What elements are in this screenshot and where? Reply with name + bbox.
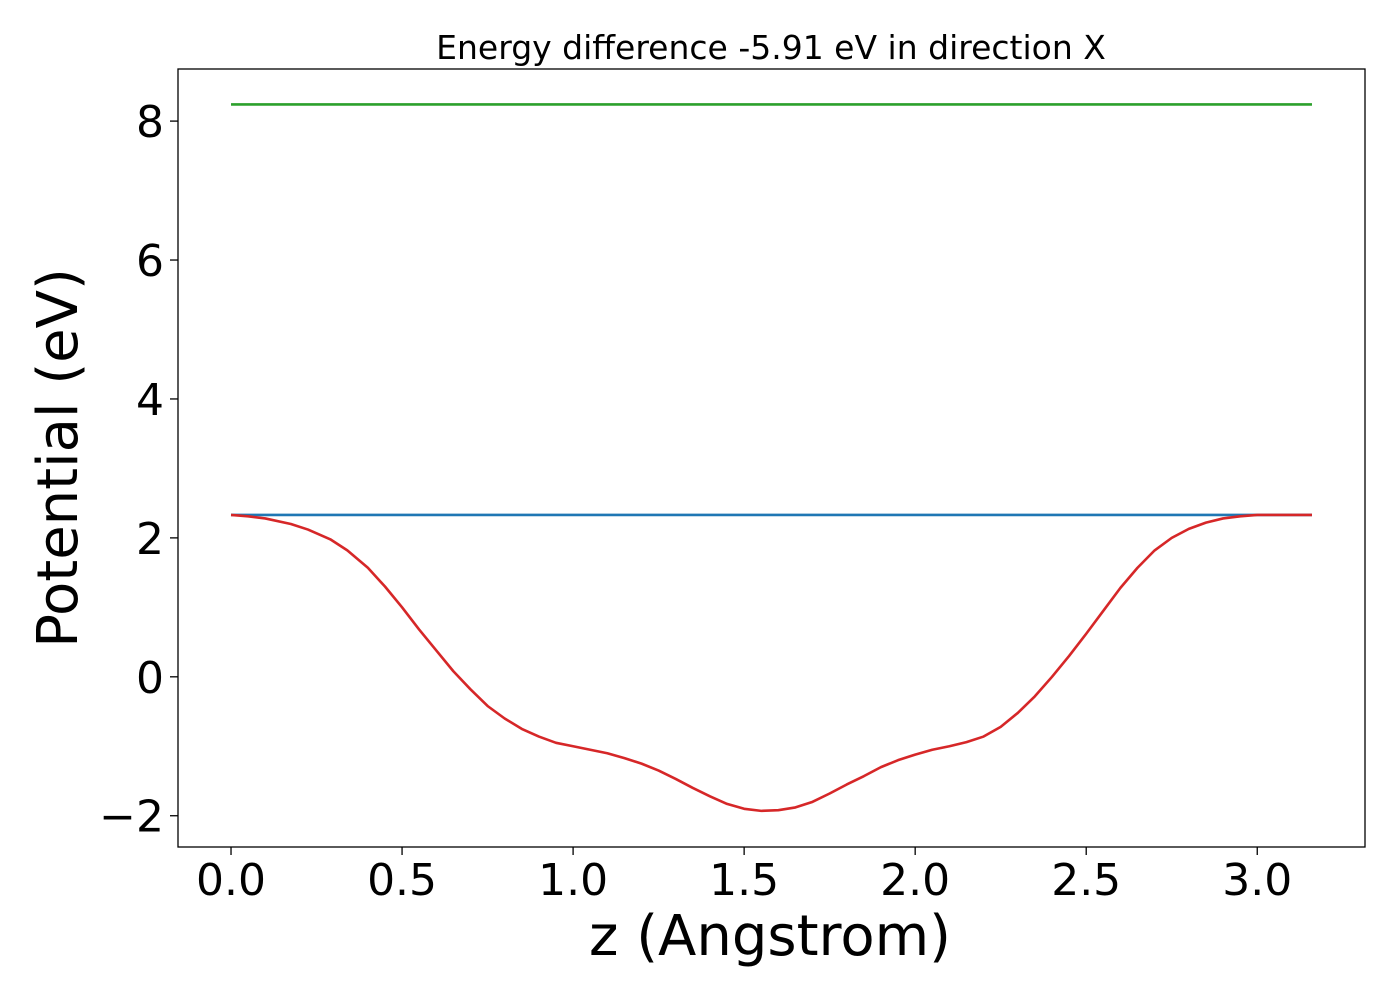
x-axis-label: z (Angstrom) bbox=[589, 904, 951, 969]
x-tick-label: 0.0 bbox=[196, 855, 266, 906]
x-tick-label: 0.5 bbox=[367, 855, 437, 906]
x-tick-label: 1.5 bbox=[709, 855, 779, 906]
y-tick-label: 2 bbox=[136, 514, 164, 565]
x-tick-label: 2.0 bbox=[880, 855, 950, 906]
y-tick-label: 6 bbox=[136, 236, 164, 287]
plot-area bbox=[230, 103, 1312, 813]
x-axis: 0.0 0.5 1.0 1.5 2.0 2.5 3.0 bbox=[196, 847, 1292, 906]
y-axis-label: Potential (eV) bbox=[26, 268, 91, 648]
x-tick-label: 1.0 bbox=[538, 855, 608, 906]
series-line-2 bbox=[230, 513, 1312, 813]
x-tick-label: 3.0 bbox=[1222, 855, 1292, 906]
plot-frame bbox=[177, 68, 1366, 848]
y-tick-label: −2 bbox=[99, 792, 164, 843]
x-tick-label: 2.5 bbox=[1051, 855, 1121, 906]
y-tick-label: 8 bbox=[136, 97, 164, 148]
chart-title: Energy difference -5.91 eV in direction … bbox=[436, 28, 1106, 67]
y-tick-label: 4 bbox=[136, 375, 164, 426]
y-axis: −2 0 2 4 6 8 bbox=[99, 97, 178, 843]
y-tick-label: 0 bbox=[136, 653, 164, 704]
